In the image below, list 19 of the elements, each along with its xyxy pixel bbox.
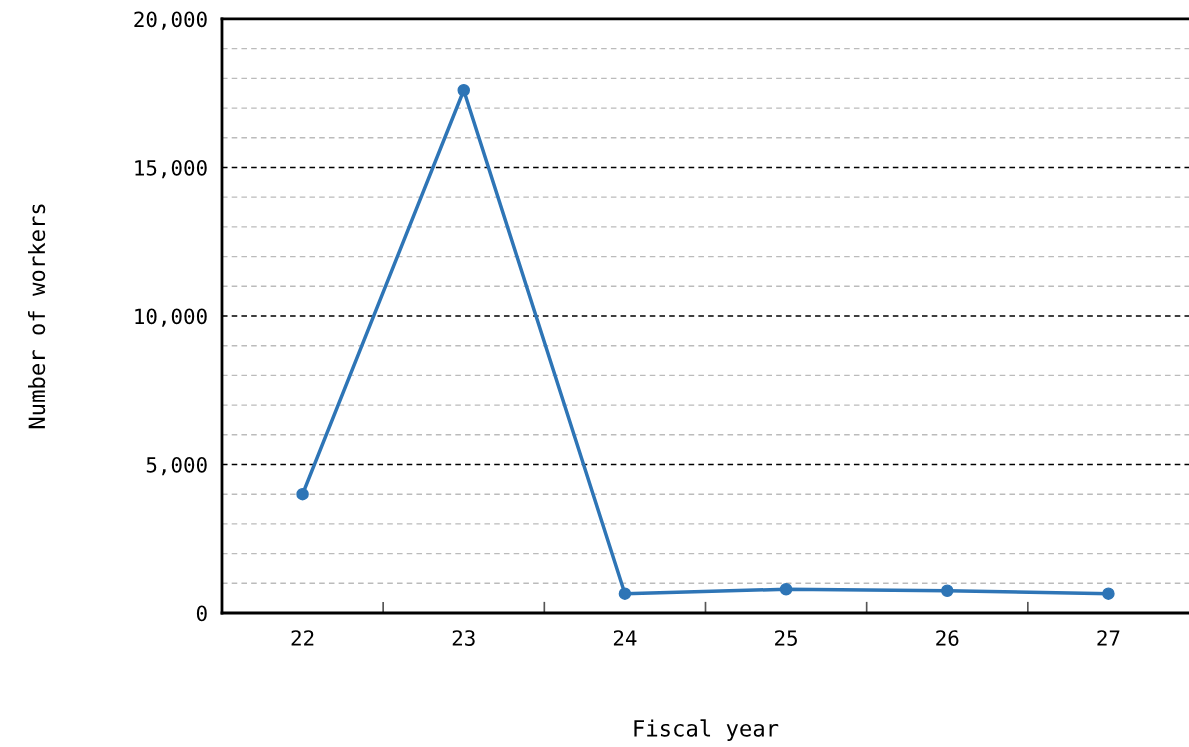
x-tick-label: 22	[291, 630, 314, 646]
point	[1102, 587, 1115, 600]
y-tick-label: 15,000	[135, 159, 207, 179]
x-axis-title: Fiscal year	[634, 719, 779, 741]
x-tick-label: 27	[1097, 630, 1120, 646]
point	[940, 584, 954, 597]
x-tick-label: 26	[936, 630, 959, 646]
point	[296, 487, 309, 501]
y-tick-label: 0	[196, 605, 207, 622]
y-tick-label: 10,000	[135, 308, 207, 327]
point	[779, 582, 793, 596]
point	[457, 84, 470, 97]
x-tick-label: 23	[452, 630, 475, 646]
x-tick-label: 25	[775, 630, 797, 646]
x-tick-label: 24	[613, 630, 637, 646]
y-axis-title: Number of workers	[28, 204, 46, 429]
point	[618, 587, 632, 600]
y-tick-label: 20,000	[134, 11, 207, 30]
y-tick-label: 5,000	[146, 456, 207, 476]
